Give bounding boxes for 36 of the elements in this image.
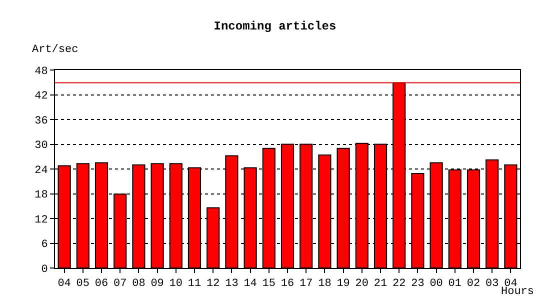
y-tick-label: 30	[34, 140, 48, 152]
x-tick-label: 08	[132, 278, 146, 290]
x-tick-label: 03	[486, 278, 499, 290]
x-tick-label: 06	[94, 278, 108, 290]
x-tick-label: 22	[392, 278, 406, 290]
y-tick-label: 12	[34, 214, 48, 226]
x-tick-label: 07	[114, 278, 127, 290]
x-tick-label: 01	[448, 278, 462, 290]
y-tick-label: 18	[34, 190, 48, 202]
x-tick-label: 12	[206, 278, 220, 290]
x-tick-label: 15	[262, 278, 276, 290]
chart-title: Incoming articles	[214, 19, 336, 34]
x-tick-label: 10	[169, 278, 182, 290]
x-tick-label: 14	[244, 278, 258, 290]
x-axis-title: Hours	[501, 286, 534, 298]
x-tick-label: 04	[58, 278, 72, 290]
x-tick-label: 00	[430, 278, 443, 290]
x-tick-label: 09	[150, 278, 164, 290]
x-tick-label: 02	[466, 278, 480, 290]
y-tick-label: 6	[41, 239, 48, 252]
y-tick-label: 48	[34, 66, 48, 78]
x-tick-label: 17	[300, 278, 313, 290]
x-tick-label: 20	[355, 278, 368, 290]
x-tick-label: 21	[374, 278, 388, 290]
y-tick-label: 24	[34, 164, 48, 177]
x-tick-label: 05	[76, 278, 90, 290]
y-tick-label: 0	[41, 264, 48, 276]
x-tick-label: 23	[411, 278, 424, 290]
x-tick-label: 16	[280, 278, 294, 290]
x-tick-label: 13	[225, 278, 238, 290]
y-tick-label: 36	[34, 115, 48, 128]
x-tick-label: 18	[318, 278, 332, 290]
x-tick-label: 19	[336, 278, 350, 290]
y-tick-label: 42	[34, 90, 48, 103]
x-tick-label: 11	[188, 278, 202, 290]
y-axis-title: Art/sec	[32, 44, 78, 56]
